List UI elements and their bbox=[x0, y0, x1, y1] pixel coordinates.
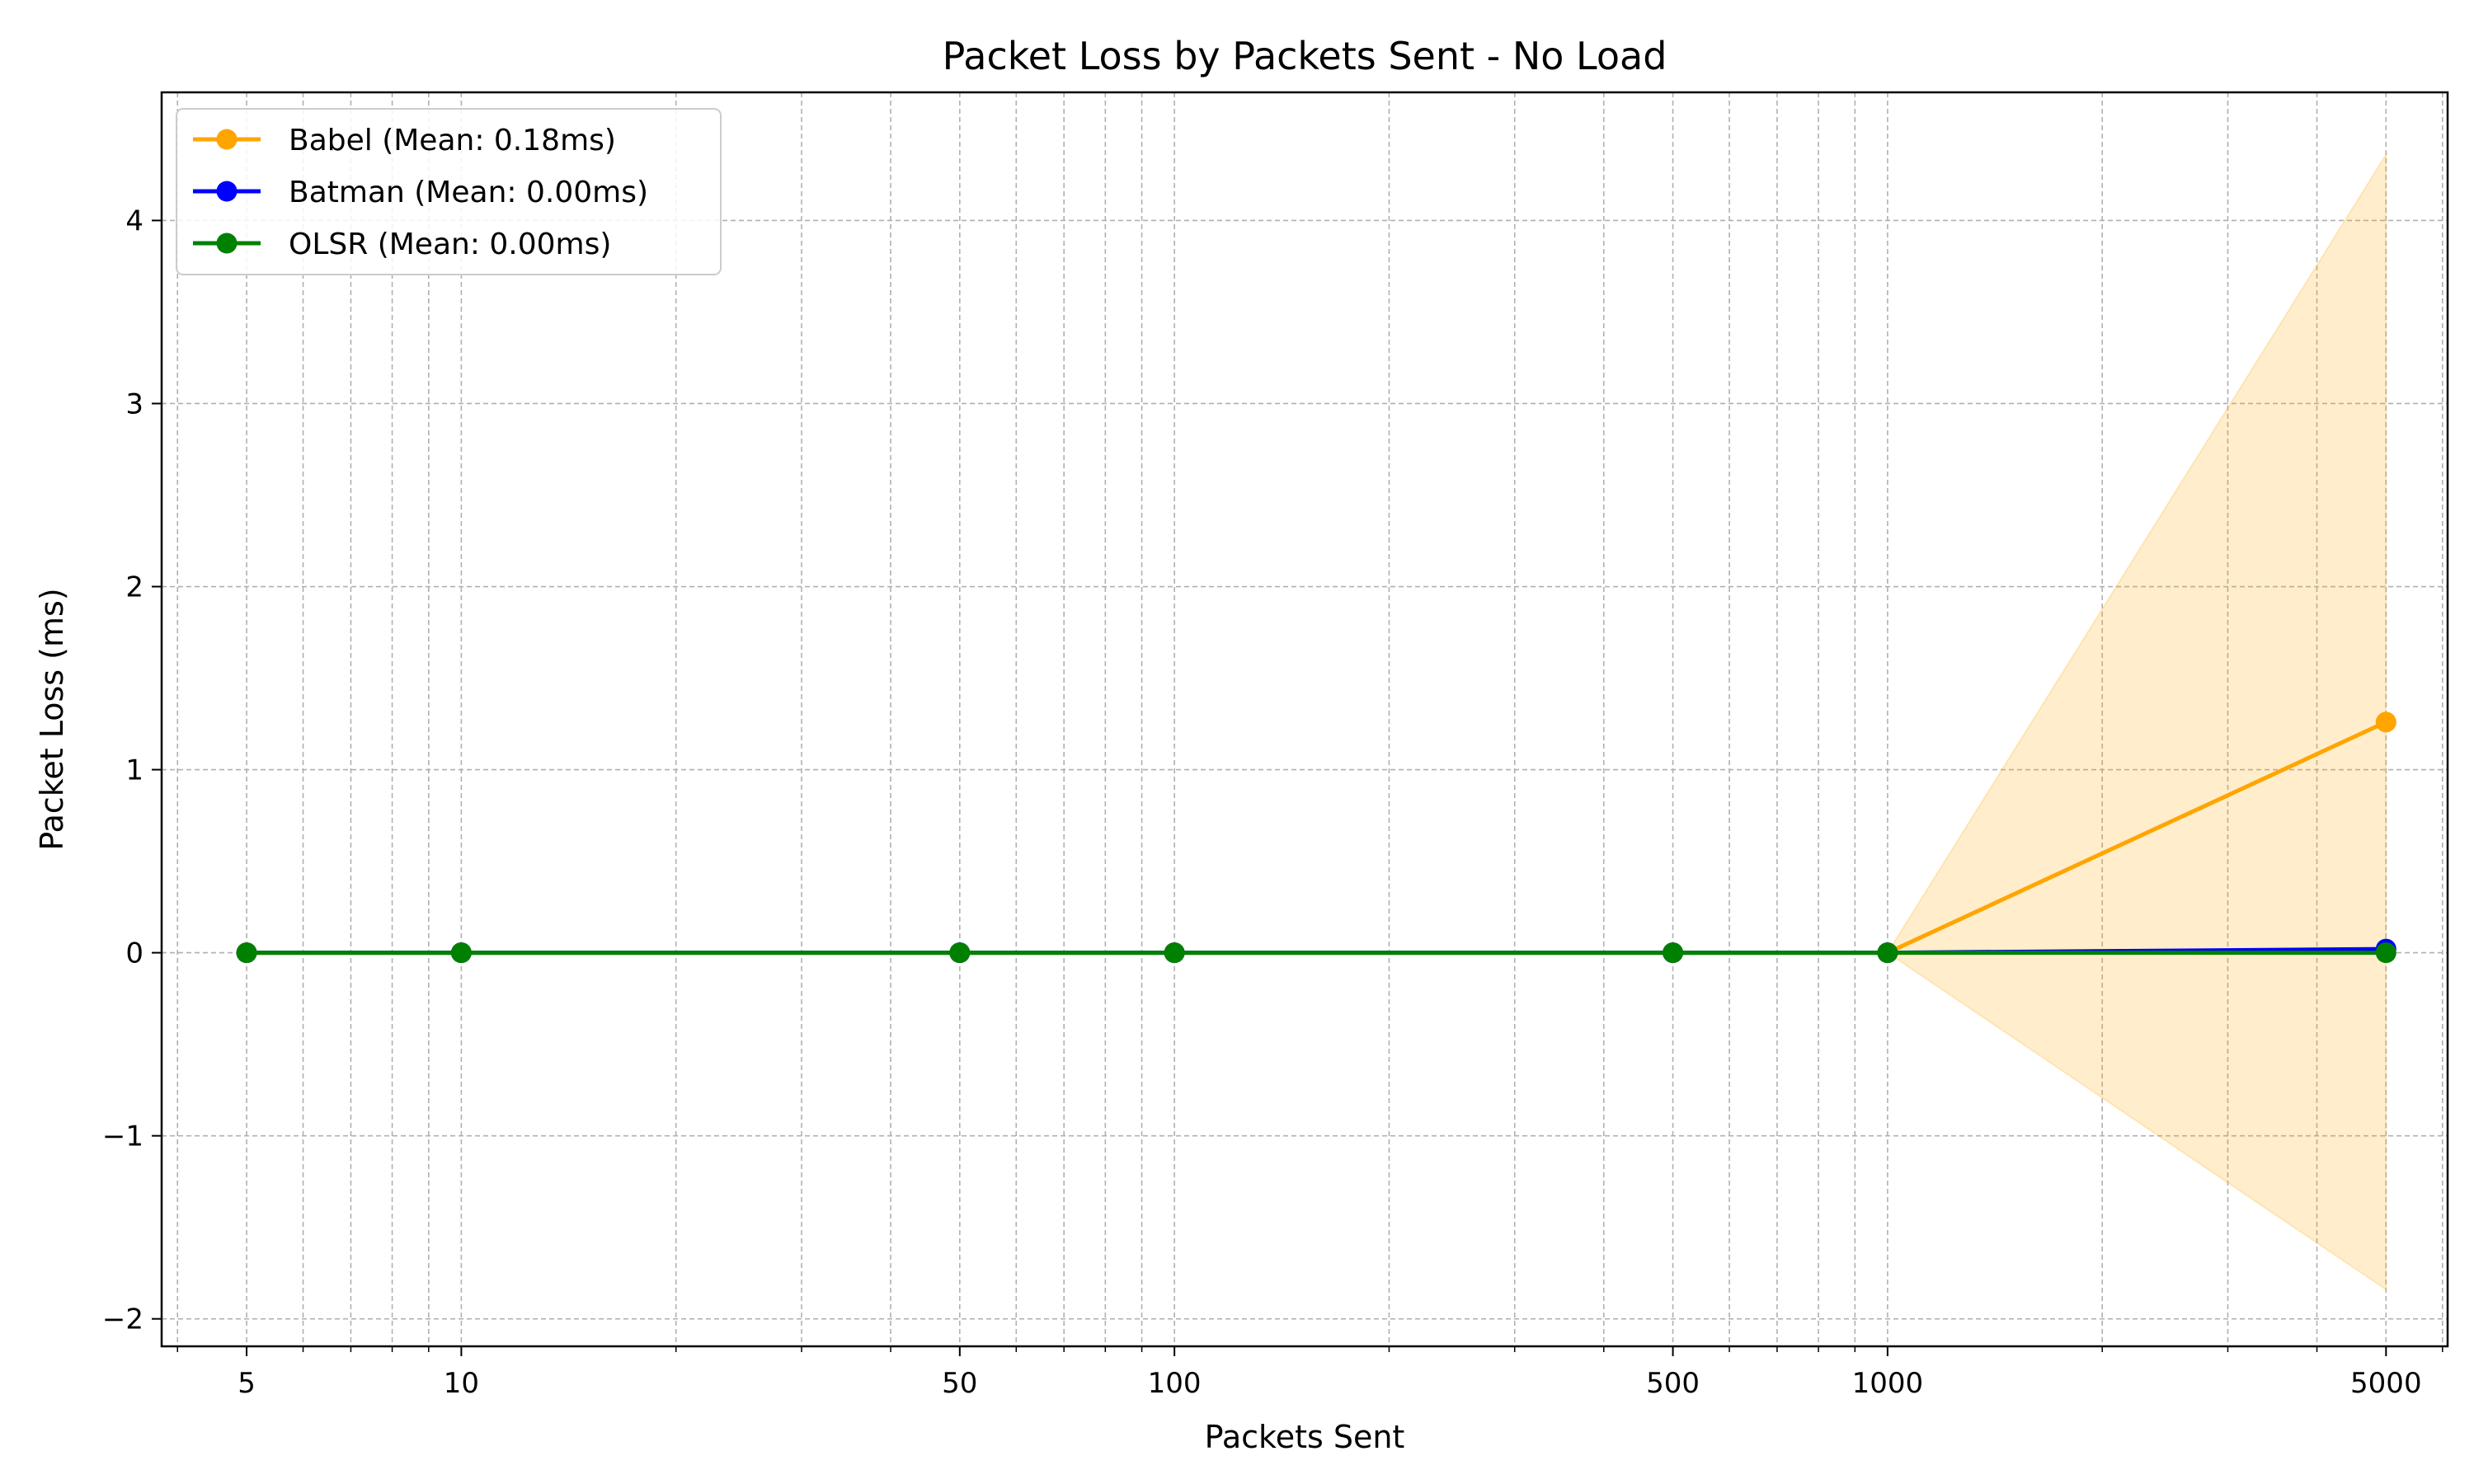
data-point bbox=[1877, 942, 1898, 964]
legend-box bbox=[176, 108, 722, 275]
x-tick-label: 5 bbox=[238, 1367, 256, 1400]
legend-label: OLSR (Mean: 0.00ms) bbox=[289, 228, 611, 261]
y-tick-label: −2 bbox=[102, 1303, 143, 1336]
y-tick-label: 0 bbox=[125, 937, 143, 970]
plot-frame bbox=[160, 91, 2449, 1348]
y-tick-label: 4 bbox=[125, 204, 143, 237]
x-tick-label: 1000 bbox=[1852, 1367, 1924, 1400]
grid bbox=[162, 92, 2448, 1346]
chart-title: Packet Loss by Packets Sent - No Load bbox=[943, 34, 1667, 78]
x-tick-label: 100 bbox=[1148, 1367, 1202, 1400]
x-tick-label: 500 bbox=[1646, 1367, 1700, 1400]
data-point bbox=[2375, 942, 2396, 964]
data-point bbox=[1663, 942, 1684, 964]
axes: 5 10 50 100 500 1000 5000 −2 −1 0 1 2 3 4 bbox=[102, 204, 2443, 1400]
x-tick-label: 5000 bbox=[2350, 1367, 2422, 1400]
legend-marker bbox=[216, 129, 238, 150]
x-axis-title: Packets Sent bbox=[1205, 1419, 1405, 1455]
y-tick-label: 1 bbox=[125, 754, 143, 787]
y-tick-label: −1 bbox=[102, 1120, 143, 1153]
legend-marker bbox=[216, 232, 238, 254]
data-point bbox=[450, 942, 472, 964]
legend-label: Batman (Mean: 0.00ms) bbox=[289, 176, 648, 209]
y-tick-label: 3 bbox=[125, 387, 143, 420]
data-point bbox=[2375, 711, 2396, 733]
data-point bbox=[1164, 942, 1185, 964]
legend-label: Babel (Mean: 0.18ms) bbox=[289, 124, 616, 157]
y-axis-title: Packet Loss (ms) bbox=[34, 588, 70, 850]
data-point bbox=[949, 942, 971, 964]
x-tick-label: 50 bbox=[942, 1367, 977, 1400]
data-point bbox=[236, 942, 257, 964]
series-lines bbox=[236, 711, 2396, 964]
y-tick-label: 2 bbox=[125, 571, 143, 604]
legend: Babel (Mean: 0.18ms) Batman (Mean: 0.00ms… bbox=[176, 108, 722, 275]
legend-marker bbox=[216, 181, 238, 202]
x-tick-label: 10 bbox=[444, 1367, 479, 1400]
